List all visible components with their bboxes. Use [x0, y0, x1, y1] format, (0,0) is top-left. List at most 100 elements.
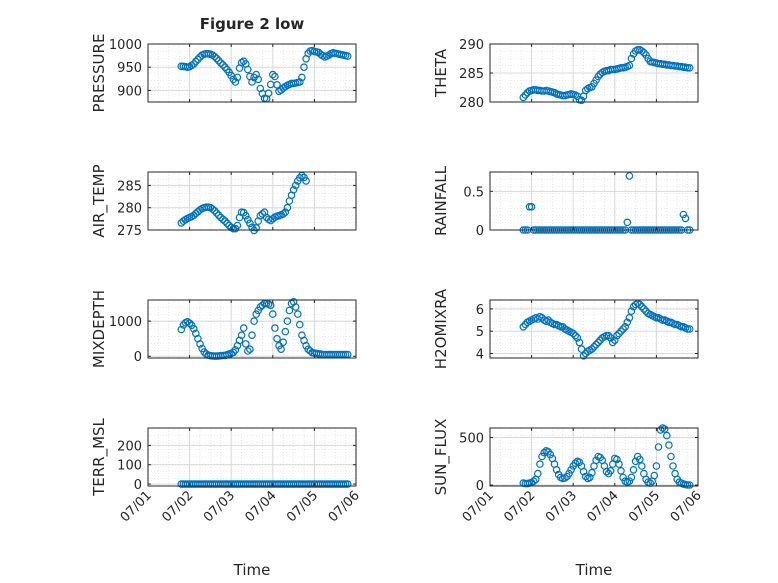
data-point — [341, 480, 350, 488]
data-point — [581, 472, 590, 481]
data-point — [521, 91, 530, 99]
data-point — [658, 316, 667, 324]
data-point — [588, 468, 596, 477]
y-tick-label: 1000 — [109, 315, 142, 330]
data-point — [214, 56, 223, 65]
data-point — [295, 174, 304, 182]
data-point — [291, 181, 300, 190]
series-sun_flux — [519, 424, 694, 489]
figure-title: Figure 2 low — [200, 15, 305, 33]
data-point — [615, 460, 623, 468]
data-point — [219, 61, 227, 69]
data-point — [210, 207, 219, 215]
data-point — [239, 324, 248, 332]
data-point — [625, 61, 634, 70]
data-point — [619, 325, 627, 333]
y-axis-label: SUN_FLUX — [432, 419, 451, 496]
plot-area — [490, 172, 698, 230]
data-point — [640, 305, 648, 313]
data-point — [248, 331, 256, 340]
data-point — [298, 73, 306, 82]
data-point — [246, 345, 254, 354]
data-point — [185, 319, 194, 328]
data-point — [250, 317, 258, 325]
series-theta — [519, 45, 694, 105]
series-h2omixra — [519, 299, 694, 360]
data-point — [279, 338, 288, 347]
data-point — [302, 177, 310, 185]
y-axis-label: THETA — [432, 48, 450, 98]
data-point — [343, 480, 352, 488]
data-point — [577, 96, 586, 105]
data-point — [637, 462, 646, 470]
xlabel-left: Time — [233, 561, 271, 579]
data-point — [602, 467, 611, 476]
data-point — [656, 426, 665, 434]
data-point — [575, 338, 584, 347]
y-tick-label: 5 — [476, 325, 484, 340]
data-point — [221, 217, 229, 225]
data-point — [212, 54, 221, 63]
x-tick-label: 07/06 — [326, 488, 363, 525]
data-point — [527, 203, 536, 211]
data-point — [667, 452, 675, 461]
data-point — [640, 48, 648, 57]
data-point — [244, 347, 252, 355]
data-point — [248, 78, 256, 86]
data-point — [681, 214, 690, 223]
y-tick-label: 0 — [134, 478, 142, 493]
data-point — [633, 45, 642, 54]
data-point — [268, 310, 277, 318]
data-point — [617, 327, 625, 336]
data-point — [571, 331, 580, 340]
axes-box — [147, 43, 357, 103]
data-point — [291, 303, 300, 311]
data-point — [536, 460, 544, 468]
data-point — [683, 481, 692, 489]
data-point — [652, 462, 661, 470]
x-tick-label: 07/03 — [201, 488, 238, 525]
data-point — [627, 473, 636, 482]
y-tick-label: 280 — [117, 202, 142, 217]
data-point — [281, 208, 290, 217]
data-point — [613, 455, 621, 464]
data-point — [575, 458, 584, 467]
y-tick-label: 285 — [117, 179, 142, 194]
data-point — [683, 325, 692, 333]
data-point — [231, 346, 240, 354]
data-point — [606, 334, 615, 342]
y-tick-label: 100 — [117, 459, 142, 474]
data-point — [300, 63, 308, 71]
data-point — [546, 450, 555, 459]
data-point — [194, 55, 202, 64]
axes-box — [489, 171, 699, 231]
data-point — [577, 345, 586, 353]
y-tick-label: 275 — [117, 224, 142, 239]
y-tick-label: 950 — [117, 61, 142, 76]
y-tick-label: 500 — [459, 432, 484, 447]
x-tick-label: 07/04 — [585, 488, 622, 525]
data-point — [571, 459, 580, 468]
data-point — [627, 307, 636, 316]
x-tick-label: 07/06 — [668, 488, 705, 525]
data-point — [208, 205, 217, 213]
data-point — [266, 301, 275, 310]
plot-area — [490, 428, 698, 486]
data-point — [293, 310, 302, 318]
y-tick-label: 0 — [134, 350, 142, 365]
y-axis-label: PRESSURE — [90, 34, 108, 113]
data-point — [192, 57, 200, 66]
data-point — [244, 65, 252, 74]
data-point — [650, 471, 659, 480]
data-point — [285, 306, 294, 315]
data-point — [606, 466, 615, 475]
data-point — [214, 211, 223, 220]
data-point — [273, 334, 281, 343]
data-point — [223, 219, 231, 228]
data-point — [556, 322, 565, 331]
axes-box — [147, 427, 357, 487]
y-tick-label: 0 — [476, 224, 484, 239]
data-point — [281, 327, 290, 336]
